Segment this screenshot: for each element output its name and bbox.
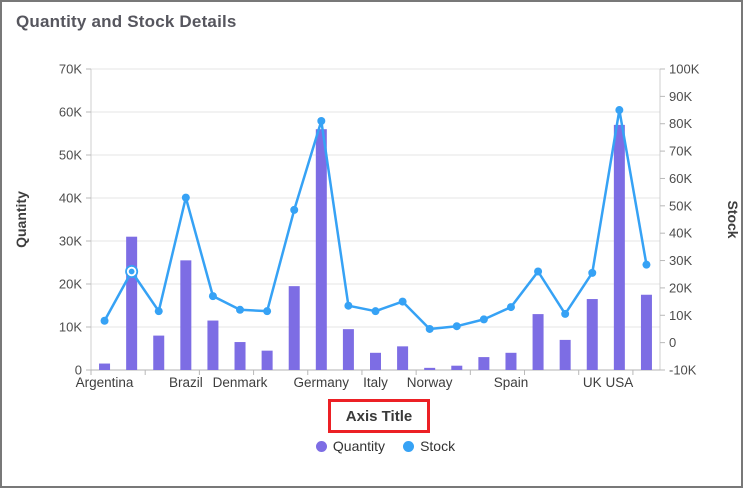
quantity-bar [315,129,327,370]
right-axis-tick-label: 50K [669,198,692,213]
quantity-bar [424,367,436,370]
legend-item-stock[interactable]: Stock [403,438,455,454]
quantity-bar [261,350,273,370]
x-axis-category-label: UK [583,375,602,390]
quantity-bar [505,352,517,370]
chart-title: Quantity and Stock Details [16,12,237,31]
left-axis-tick-label: 70K [59,62,82,77]
quantity-legend-marker-icon [315,440,327,452]
quantity-bar [613,124,625,371]
x-axis-title: Axis Title [345,407,413,425]
legend: Quantity Stock [16,438,741,454]
quantity-bar [586,299,598,370]
stock-marker [452,322,461,331]
stock-marker [561,309,570,318]
stock-marker [317,116,326,125]
legend-label-stock: Stock [420,438,456,454]
legend-item-quantity[interactable]: Quantity [315,438,386,454]
stock-marker [534,267,543,276]
chart-canvas: 0 10K 20K 30K 40K 50K 60K 70K -10K 0 10K 20K 30K 40K 5… [13,62,741,391]
quantity-bar [99,363,111,370]
x-axis-category-label: USA [605,375,633,390]
right-axis-tick-label: 40K [669,226,692,241]
stock-marker [290,205,299,214]
quantity-bar [234,342,246,370]
right-axis-tick-label: 70K [669,144,692,159]
left-axis-tick-label: 0 [75,363,82,378]
quantity-bar [478,357,490,370]
left-axis-tick-label: 20K [59,277,82,292]
quantity-bar [153,335,165,370]
quantity-bar [397,346,409,370]
stock-marker [588,268,597,277]
stock-marker [506,303,515,312]
stock-marker-highlight-ring [126,266,137,277]
right-axis-title: Stock [725,200,741,238]
legend-label-quantity: Quantity [332,438,386,454]
right-axis-tick-label: 30K [669,253,692,268]
quantity-bar [532,314,544,370]
right-axis-tick-label: 10K [669,308,692,323]
quantity-bar [180,260,192,370]
stock-marker [263,307,272,316]
right-axis-tick-label: -10K [669,363,697,378]
x-axis-title-highlight-box: Axis Title [328,399,430,433]
x-axis-category-label: Norway [407,375,453,390]
stock-marker [100,316,109,325]
x-axis-category-label: Argentina [76,375,134,390]
left-axis-tick-label: 50K [59,148,82,163]
x-axis-category-label: Italy [363,375,388,390]
quantity-bar [370,352,381,370]
stock-marker [236,305,245,314]
quantity-bar [451,365,463,370]
x-axis-category-label: Spain [494,375,529,390]
right-axis-tick-label: 100K [669,62,700,77]
right-axis-tick-label: 80K [669,116,692,131]
quantity-bar [342,329,354,370]
stock-marker [344,301,353,310]
left-axis-tick-label: 60K [59,105,82,120]
stock-marker [208,292,217,301]
x-axis-category-label: Germany [294,375,350,390]
stock-marker [479,315,488,324]
left-axis-tick-label: 30K [59,234,82,249]
quantity-bar [207,320,219,370]
stock-legend-marker-icon [403,440,415,452]
stock-marker [398,297,407,306]
left-axis-title: Quantity [13,191,29,248]
x-axis-category-label: Denmark [213,375,268,390]
right-axis-tick-label: 0 [669,335,676,350]
right-axis-tick-label: 90K [669,89,692,104]
stock-marker [154,307,163,316]
quantity-bar [126,236,138,370]
stock-marker [181,193,190,202]
stock-marker [371,307,380,316]
right-axis-tick-label: 20K [669,280,692,295]
quantity-bar [288,286,300,370]
quantity-bar [640,294,652,370]
stock-marker [425,324,434,333]
left-axis-tick-label: 10K [59,320,82,335]
left-axis-tick-label: 40K [59,191,82,206]
right-axis-tick-label: 60K [669,171,692,186]
stock-marker [615,106,624,115]
quantity-bar [559,339,571,370]
stock-marker [642,260,651,269]
x-axis-category-label: Brazil [169,375,203,390]
